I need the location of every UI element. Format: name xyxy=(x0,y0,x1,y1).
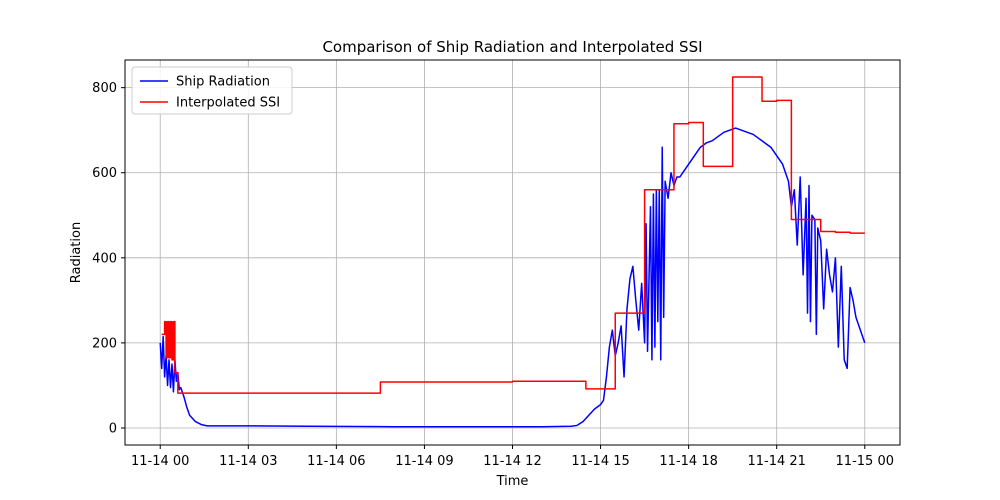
y-tick-label: 200 xyxy=(92,336,117,351)
x-tick-label: 11-15 00 xyxy=(836,454,894,469)
grid xyxy=(125,60,900,445)
y-tick-label: 400 xyxy=(92,251,117,266)
x-tick-label: 11-14 21 xyxy=(747,454,805,469)
legend-label-1: Interpolated SSI xyxy=(176,96,280,111)
legend: Ship Radiation Interpolated SSI xyxy=(131,66,293,115)
x-tick-label: 11-14 15 xyxy=(571,454,629,469)
x-tick-label: 11-14 12 xyxy=(483,454,541,469)
series-layer xyxy=(159,76,866,428)
y-tick-label: 800 xyxy=(92,81,117,96)
x-axis: 11-14 00 11-14 03 11-14 06 11-14 09 11-14 12… xyxy=(131,445,894,469)
legend-box xyxy=(131,66,293,115)
x-tick-label: 11-14 00 xyxy=(131,454,189,469)
y-tick-label: 600 xyxy=(92,166,117,181)
legend-label-0: Ship Radiation xyxy=(176,75,270,90)
x-tick-label: 11-14 03 xyxy=(219,454,277,469)
x-tick-label: 11-14 09 xyxy=(395,454,453,469)
y-tick-label: 0 xyxy=(109,421,117,436)
chart-title: Comparison of Ship Radiation and Interpo… xyxy=(322,38,702,56)
x-tick-label: 11-14 06 xyxy=(307,454,365,469)
y-axis: 0 200 400 600 800 xyxy=(92,81,125,436)
x-axis-label: Time xyxy=(496,474,529,489)
y-axis-label: Radiation xyxy=(69,222,84,283)
x-tick-label: 11-14 18 xyxy=(659,454,717,469)
series-line-1 xyxy=(161,76,865,394)
